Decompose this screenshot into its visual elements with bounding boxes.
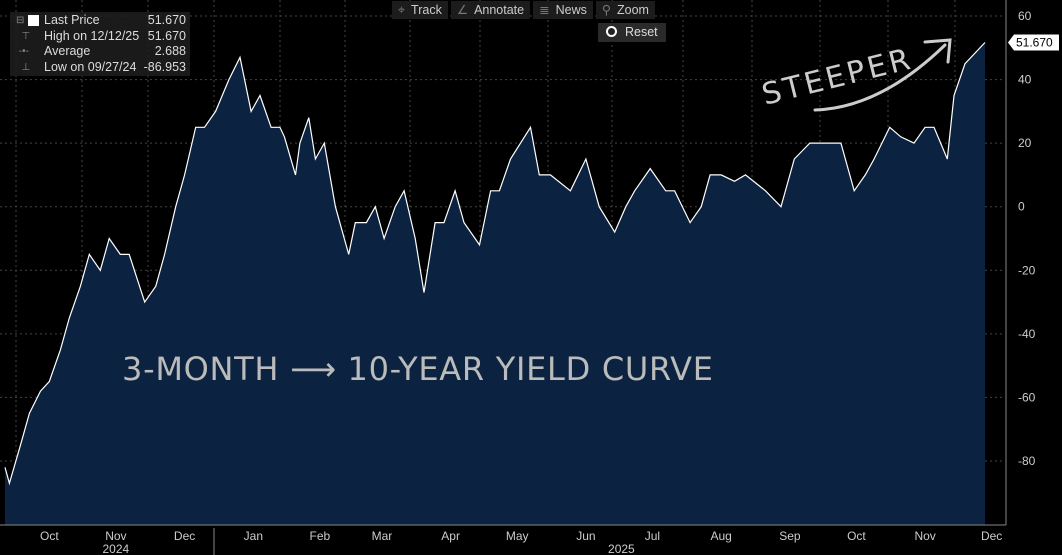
x-tick-label: Oct	[40, 529, 59, 543]
annotation-yield-curve: 3-MONTH ⟶ 10-YEAR YIELD CURVE	[122, 350, 717, 388]
x-tick-label: Jul	[645, 529, 660, 543]
legend-low: ⊥ Low on 09/27/24 -86.953	[16, 59, 186, 74]
x-tick-label: Nov	[105, 529, 126, 543]
year-label: 2025	[608, 542, 635, 555]
crosshair-icon: ⌖	[398, 3, 406, 17]
x-tick-label: Aug	[710, 529, 731, 543]
y-tick-label: 0	[1018, 200, 1025, 214]
track-button[interactable]: ⌖ Track	[392, 1, 448, 19]
last-value-label: 51.670	[1016, 35, 1053, 49]
y-tick-label: -60	[1018, 390, 1036, 404]
y-tick-label: 60	[1018, 9, 1032, 23]
collapse-icon[interactable]: ⊟	[16, 15, 25, 26]
y-tick-label: -40	[1018, 327, 1036, 341]
y-tick-label: -20	[1018, 263, 1036, 277]
x-tick-label: Dec	[981, 529, 1002, 543]
legend-last-price: ⊟ Last Price 51.670	[16, 13, 186, 27]
y-tick-label: -80	[1018, 454, 1036, 468]
last-value-tag	[1008, 34, 1059, 51]
x-tick-label: May	[506, 529, 529, 543]
x-tick-label: Apr	[441, 529, 460, 543]
pencil-icon: ∠	[456, 3, 469, 17]
zoom-button[interactable]: ⚲ Zoom	[595, 1, 655, 19]
x-tick-label: Oct	[847, 529, 866, 543]
price-line	[4, 42, 986, 486]
legend-high: ⊤ High on 12/12/25 51.670	[16, 28, 186, 43]
x-tick-label: Mar	[372, 529, 393, 543]
annotation-arrow	[813, 38, 952, 112]
x-tick-label: Sep	[779, 529, 801, 543]
x-tick-label: Dec	[174, 529, 195, 543]
series-swatch	[28, 15, 39, 26]
x-tick-label: Jun	[576, 529, 595, 543]
news-icon: ≣	[539, 3, 550, 17]
x-tick-label: Nov	[914, 529, 935, 543]
reset-icon	[606, 26, 617, 37]
average-marker-icon: -•-	[16, 46, 29, 57]
legend: ⊟ Last Price 51.670 ⊤ High on 12/12/25 51.67…	[10, 12, 190, 76]
chart-toolbar: ⌖ Track ∠ Annotate ≣ News ⚲ Zoom	[392, 1, 655, 19]
high-marker-icon: ⊤	[16, 30, 31, 42]
x-tick-label: Jan	[244, 529, 263, 543]
annotate-button[interactable]: ∠ Annotate	[450, 1, 531, 19]
magnifier-icon: ⚲	[601, 3, 612, 17]
news-button[interactable]: ≣ News	[533, 1, 593, 19]
legend-average: -•- Average 2.688	[16, 44, 186, 58]
year-label: 2024	[103, 542, 130, 555]
y-tick-label: 20	[1018, 136, 1032, 150]
x-tick-label: Feb	[309, 529, 330, 543]
y-tick-label: 40	[1018, 73, 1032, 87]
annotation-steeper: STEEPER	[758, 42, 916, 113]
area-fill	[5, 42, 985, 525]
low-marker-icon: ⊥	[16, 61, 31, 73]
reset-button[interactable]: Reset	[598, 23, 666, 42]
